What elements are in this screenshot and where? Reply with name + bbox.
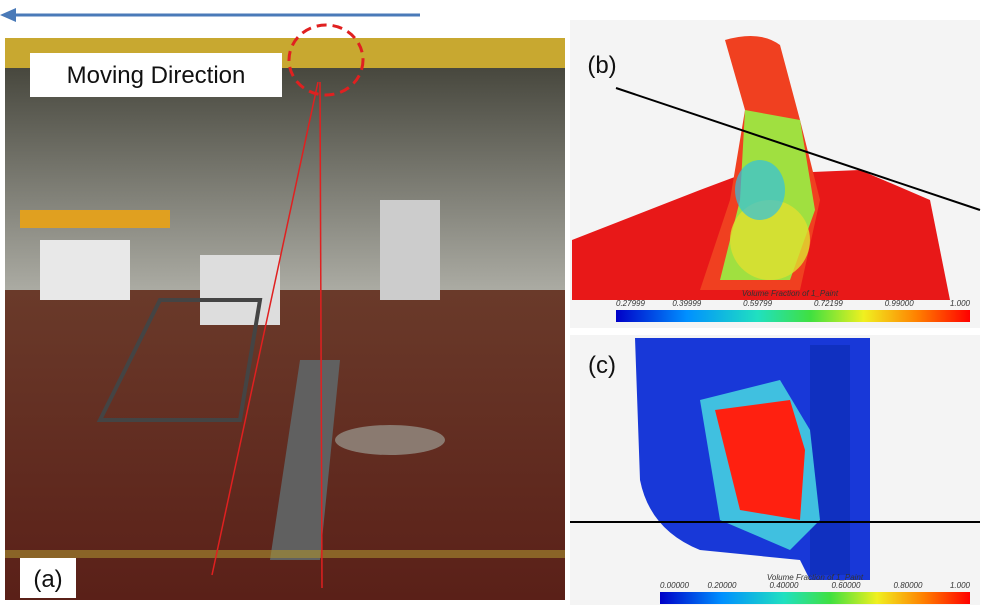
figure: Moving Direction (a) (b) Volume Fraction…: [0, 0, 981, 605]
colorbar-title: Volume Fraction of 1_Paint: [742, 289, 839, 298]
colorbar-tick: 0.39999: [672, 299, 701, 308]
colorbar-tick: 0.20000: [708, 581, 737, 590]
panel-label: (c): [588, 352, 616, 379]
panel-label: (a): [33, 566, 62, 593]
arrow-head: [0, 8, 16, 22]
photo-panel: [5, 38, 565, 600]
simulation-b: [570, 20, 980, 328]
colorbar-tick: 0.99000: [885, 299, 914, 308]
colorbar-tick: 0.59799: [743, 299, 772, 308]
colorbar-tick: 1.000: [950, 299, 971, 308]
simulation-c: [570, 335, 980, 605]
colorbar-tick: 0.00000: [660, 581, 689, 590]
arrow-label: Moving Direction: [67, 62, 246, 89]
panel-label: (b): [587, 52, 616, 79]
colorbar-tick: 1.000: [950, 581, 971, 590]
colorbar-tick: 0.72199: [814, 299, 843, 308]
colorbar-tick: 0.27999: [616, 299, 645, 308]
colorbar-tick: 0.60000: [832, 581, 861, 590]
colorbar-tick: 0.80000: [894, 581, 923, 590]
colorbar-tick: 0.40000: [770, 581, 799, 590]
